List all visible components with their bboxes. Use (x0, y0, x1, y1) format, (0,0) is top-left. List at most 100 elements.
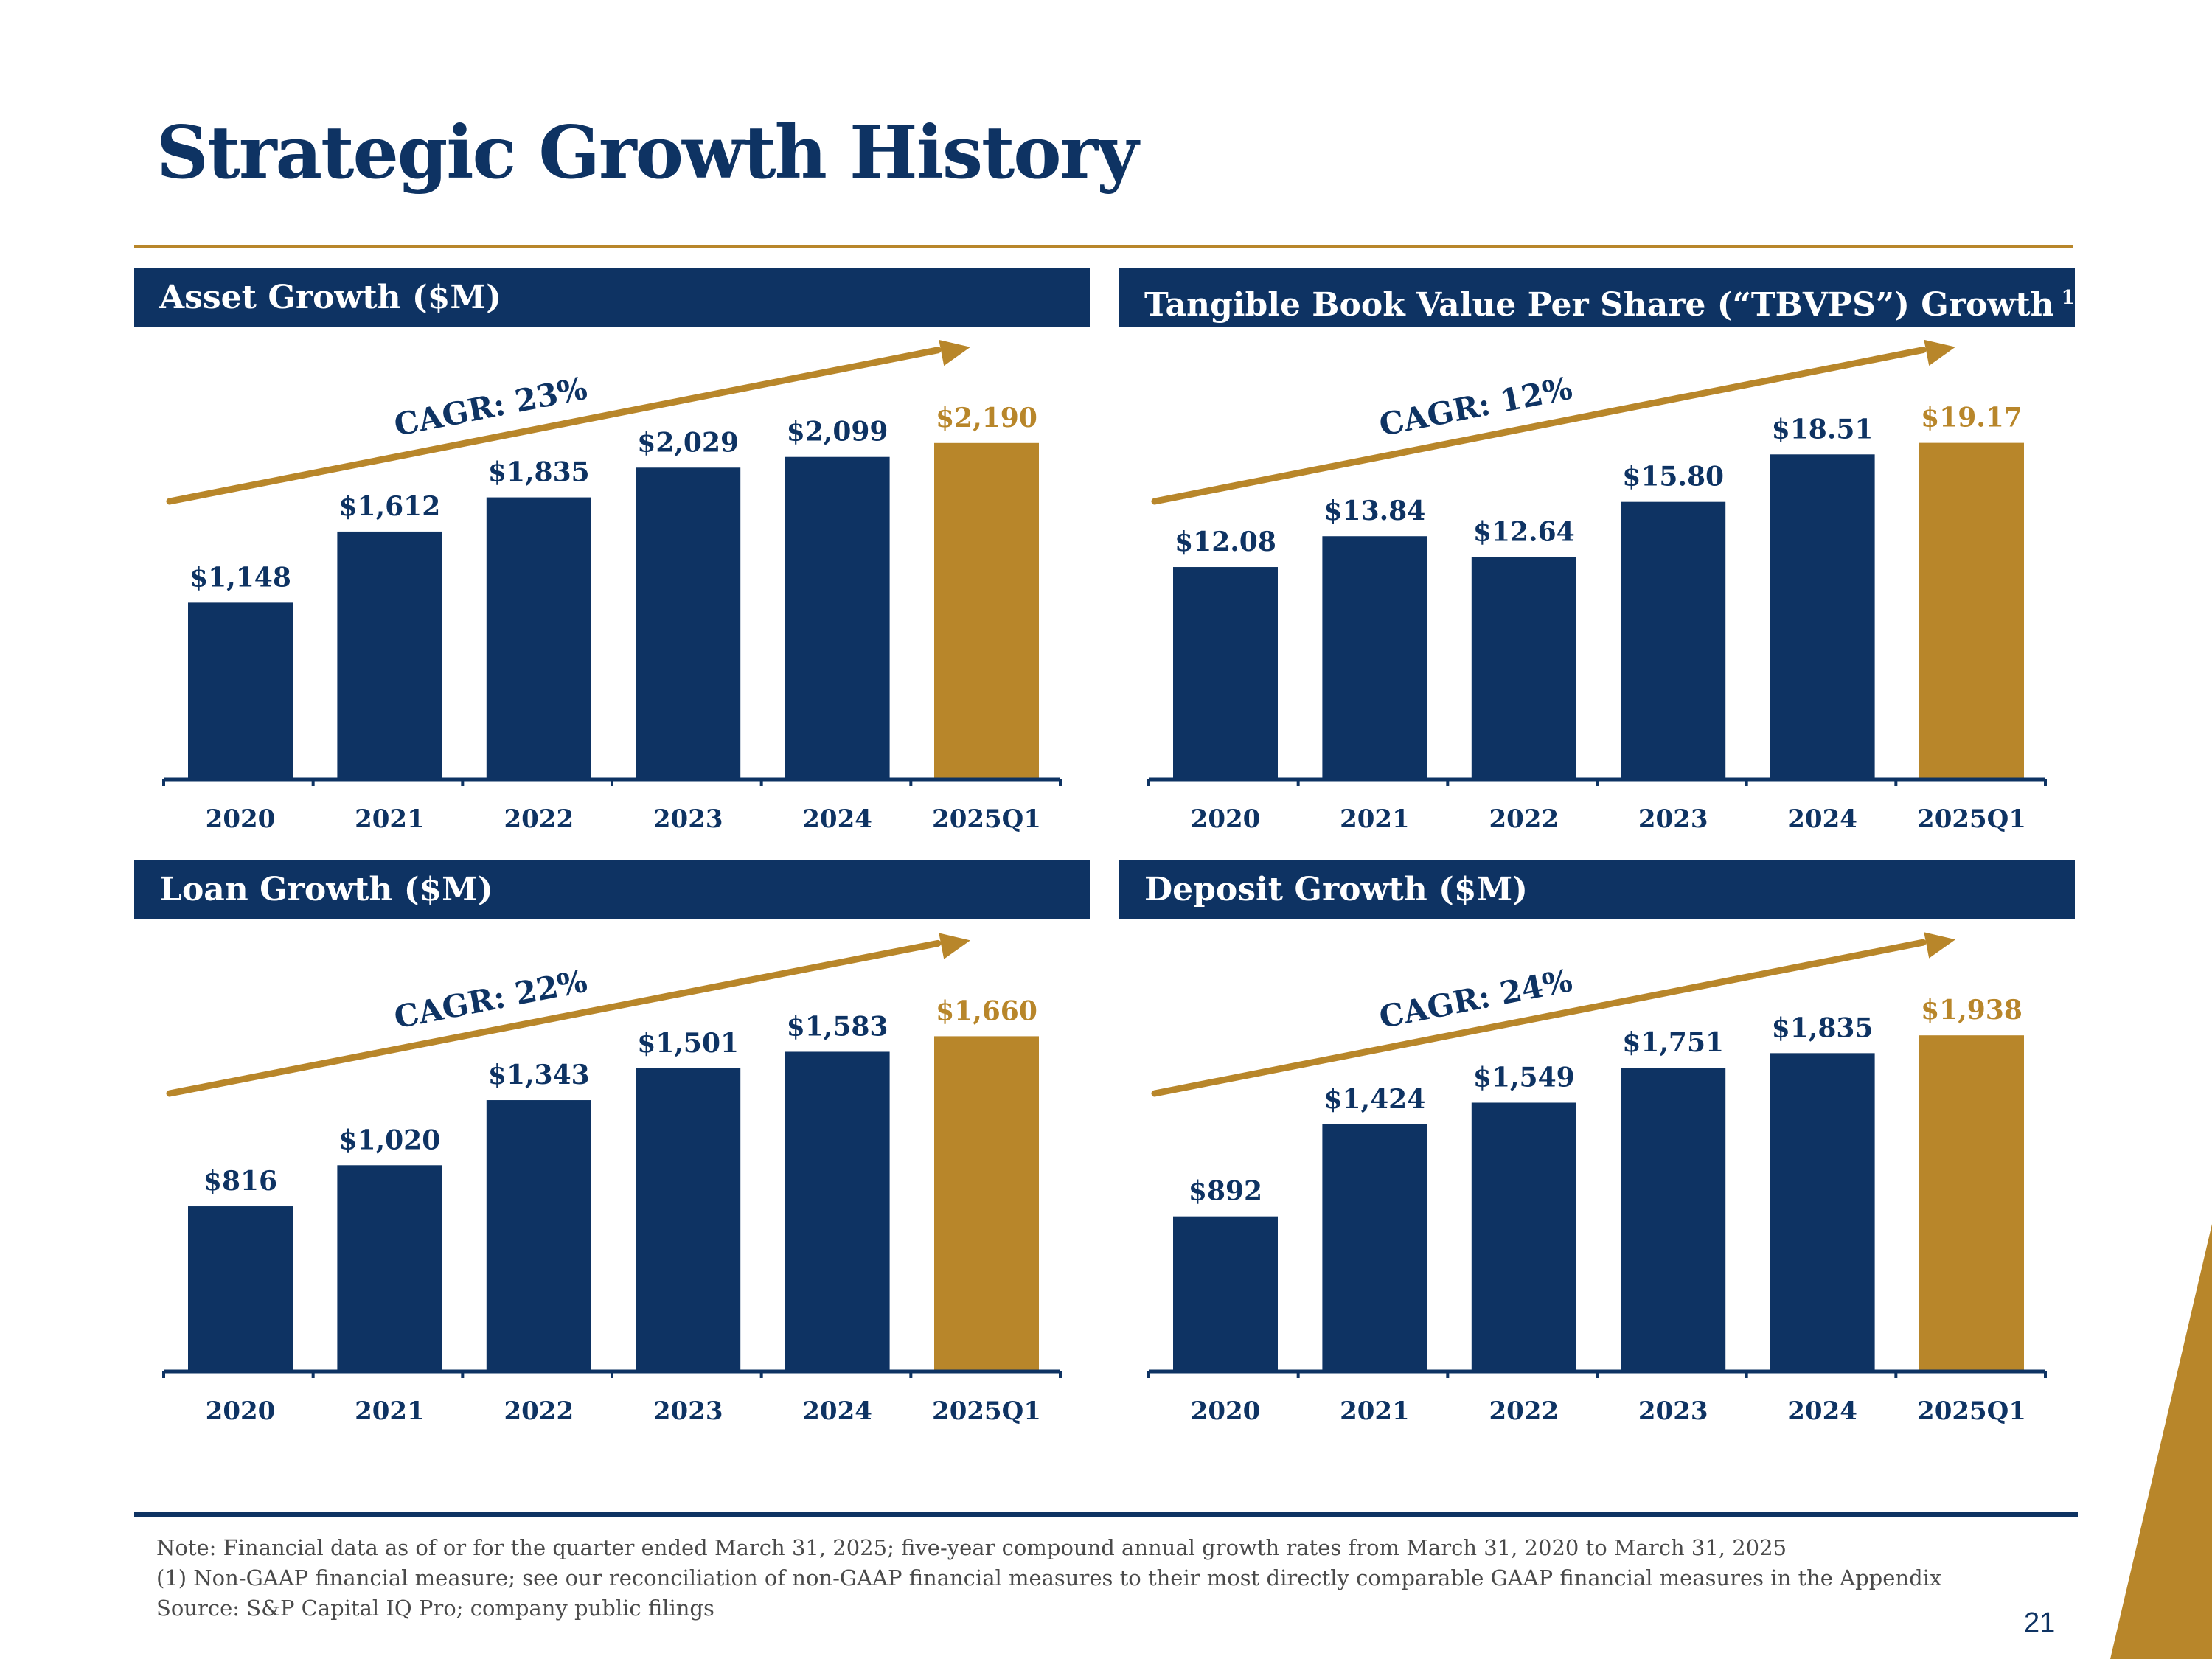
deposit-growth-chart: $892 2020 $1,424 2021 $1,549 2022 $1,751 2023 $1… (1147, 932, 2047, 1426)
deposit-value-label: $1,424 (1324, 1084, 1426, 1115)
title-divider (134, 245, 2073, 248)
deposit-bar-2025q1 (1919, 1035, 2024, 1371)
loan-trend-arrowhead (939, 933, 970, 959)
asset-value-label: $2,190 (936, 403, 1037, 434)
loan-bar-2021 (337, 1165, 442, 1371)
deposit-value-label: $1,549 (1473, 1062, 1575, 1093)
tbvps-value-label: $18.51 (1772, 414, 1874, 445)
loan-growth-chart: $816 2020 $1,020 2021 $1,343 2022 $1,501 2023 $1… (162, 933, 1062, 1426)
footer-divider (134, 1512, 2078, 1517)
asset-trend-arrow (166, 347, 942, 505)
deposit-value-label: $1,835 (1772, 1012, 1874, 1043)
asset-bar-2022 (486, 497, 591, 779)
deposit-bar-2020 (1173, 1216, 1278, 1371)
tbvps-value-label: $12.64 (1473, 517, 1575, 548)
loan-category-label: 2020 (206, 1397, 276, 1426)
tbvps-category-label: 2020 (1191, 804, 1261, 834)
tbvps-category-label: 2025Q1 (1917, 804, 2026, 834)
page-number: 21 (2024, 1607, 2056, 1638)
tbvps-value-label: $19.17 (1921, 403, 2023, 434)
tbvps-growth-chart: $12.08 2020 $13.84 2021 $12.64 2022 $15.80 2023… (1147, 339, 2047, 834)
loan-category-label: 2022 (504, 1397, 574, 1426)
asset-value-label: $2,029 (637, 427, 739, 458)
asset-category-label: 2020 (206, 804, 276, 834)
loan-category-label: 2023 (653, 1397, 723, 1426)
deposit-value-label: $892 (1189, 1176, 1262, 1207)
tbvps-category-label: 2022 (1489, 804, 1559, 834)
deposit-category-label: 2021 (1340, 1397, 1410, 1426)
tbvps-value-label: $15.80 (1622, 462, 1724, 493)
asset-growth-header-text: Asset Growth ($M) (159, 279, 501, 316)
asset-bar-2020 (188, 602, 293, 779)
tbvps-bar-2022 (1471, 557, 1576, 779)
footnotes: Note: Financial data as of or for the qu… (156, 1533, 2000, 1624)
tbvps-footnote-marker: 1 (2061, 287, 2075, 309)
asset-bar-2024 (785, 456, 890, 779)
tbvps-bar-2023 (1621, 501, 1726, 779)
tbvps-trend-arrow (1151, 347, 1927, 505)
tbvps-category-label: 2021 (1340, 804, 1410, 834)
loan-bar-2025q1 (934, 1036, 1039, 1371)
loan-growth-header: Loan Growth ($M) (134, 860, 1090, 919)
loan-growth-panel: Loan Growth ($M) $816 2020 $1,020 2021 $1,34… (134, 860, 1090, 1428)
asset-growth-panel: Asset Growth ($M) $1,148 2020 $1,612 2021 $1… (134, 268, 1090, 836)
deposit-bar-2021 (1322, 1124, 1427, 1371)
tbvps-growth-panel: Tangible Book Value Per Share (“TBVPS”) … (1119, 268, 2075, 836)
asset-value-label: $2,099 (787, 417, 888, 448)
asset-bar-2021 (337, 531, 442, 779)
tbvps-bar-2025q1 (1919, 442, 2024, 779)
deposit-category-label: 2025Q1 (1917, 1397, 2026, 1426)
tbvps-value-label: $13.84 (1324, 495, 1426, 526)
asset-trend-arrowhead (939, 339, 970, 366)
loan-bar-2020 (188, 1206, 293, 1371)
deposit-bar-2023 (1621, 1068, 1726, 1371)
deposit-trend-arrow (1151, 939, 1927, 1097)
deposit-value-label: $1,938 (1921, 995, 2023, 1026)
loan-value-label: $1,583 (787, 1011, 888, 1042)
asset-category-label: 2022 (504, 804, 574, 834)
deposit-cagr-annotation: CAGR: 24% (1376, 962, 1575, 1035)
asset-category-label: 2025Q1 (932, 804, 1041, 834)
asset-value-label: $1,612 (339, 491, 441, 522)
asset-growth-chart: $1,148 2020 $1,612 2021 $1,835 2022 $2,029 2023… (162, 339, 1062, 834)
loan-value-label: $1,660 (936, 995, 1037, 1026)
loan-value-label: $1,501 (637, 1028, 739, 1059)
page-title: Strategic Growth History (156, 111, 1138, 195)
asset-cagr-annotation: CAGR: 23% (391, 370, 590, 443)
asset-bar-2023 (636, 467, 741, 779)
tbvps-bar-2020 (1173, 567, 1278, 779)
tbvps-value-label: $12.08 (1175, 526, 1276, 557)
footnote-line: (1) Non-GAAP financial measure; see our … (156, 1565, 1942, 1590)
deposit-growth-header: Deposit Growth ($M) (1119, 860, 2075, 919)
tbvps-category-label: 2023 (1638, 804, 1708, 834)
asset-category-label: 2023 (653, 804, 723, 834)
loan-value-label: $1,020 (339, 1124, 441, 1155)
asset-bar-2025q1 (934, 442, 1039, 779)
deposit-category-label: 2024 (1787, 1397, 1857, 1426)
deposit-category-label: 2020 (1191, 1397, 1261, 1426)
asset-category-label: 2024 (802, 804, 872, 834)
tbvps-growth-header: Tangible Book Value Per Share (“TBVPS”) … (1119, 268, 2075, 327)
asset-value-label: $1,148 (189, 562, 291, 593)
loan-bar-2024 (785, 1051, 890, 1371)
deposit-growth-panel: Deposit Growth ($M) $892 2020 $1,424 2021 $1… (1119, 860, 2075, 1428)
deposit-trend-arrowhead (1924, 932, 1955, 959)
tbvps-bar-2024 (1770, 454, 1875, 779)
loan-value-label: $816 (204, 1166, 277, 1197)
loan-category-label: 2024 (802, 1397, 872, 1426)
deposit-growth-header-text: Deposit Growth ($M) (1144, 871, 1528, 908)
tbvps-growth-header-text: Tangible Book Value Per Share (“TBVPS”) … (1144, 286, 2054, 324)
deposit-bar-2024 (1770, 1053, 1875, 1371)
loan-cagr-annotation: CAGR: 22% (391, 963, 590, 1036)
loan-bar-2022 (486, 1100, 591, 1371)
tbvps-bar-2021 (1322, 536, 1427, 779)
loan-growth-header-text: Loan Growth ($M) (159, 871, 493, 908)
tbvps-category-label: 2024 (1787, 804, 1857, 834)
asset-growth-header: Asset Growth ($M) (134, 268, 1090, 327)
source-line: Source: S&P Capital IQ Pro; company publ… (156, 1596, 714, 1621)
deposit-value-label: $1,751 (1622, 1027, 1724, 1058)
note-line: Note: Financial data as of or for the qu… (156, 1535, 1787, 1560)
deposit-category-label: 2023 (1638, 1397, 1708, 1426)
corner-accent-triangle (2110, 1224, 2212, 1659)
tbvps-cagr-annotation: CAGR: 12% (1376, 370, 1575, 443)
